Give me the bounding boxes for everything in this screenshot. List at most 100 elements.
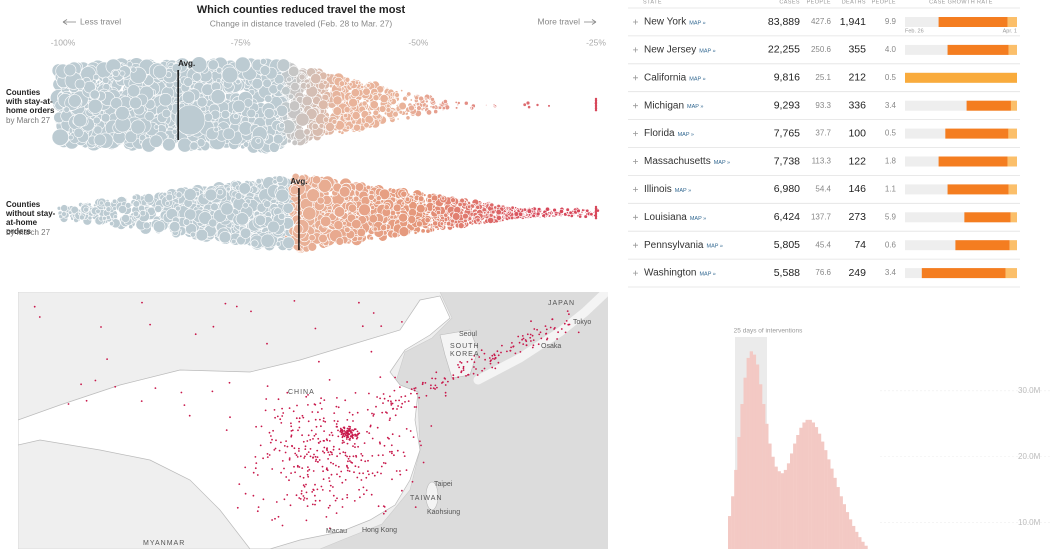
bubble bbox=[158, 92, 173, 107]
average-label: Avg. bbox=[178, 59, 195, 68]
growth-strip bbox=[1007, 156, 1017, 167]
map-link[interactable]: MAP » bbox=[699, 272, 715, 278]
flight-dot bbox=[346, 427, 349, 430]
bar bbox=[799, 427, 803, 549]
flight-dot bbox=[362, 486, 365, 489]
flight-dot bbox=[311, 411, 314, 413]
bar bbox=[833, 477, 837, 549]
flight-dot bbox=[410, 388, 413, 391]
bubble bbox=[303, 128, 311, 136]
bubble bbox=[162, 192, 167, 197]
bar bbox=[728, 516, 732, 549]
flight-dot bbox=[393, 454, 395, 457]
flight-dot bbox=[306, 470, 309, 472]
flight-dot bbox=[316, 456, 319, 458]
flight-dot bbox=[314, 403, 317, 406]
map-link[interactable]: MAP » bbox=[699, 48, 715, 54]
bubble bbox=[272, 133, 284, 145]
bubble bbox=[196, 204, 201, 209]
bubble bbox=[115, 105, 130, 121]
bubble bbox=[203, 112, 213, 122]
bubble bbox=[105, 215, 111, 221]
map-link[interactable]: MAP » bbox=[714, 160, 730, 166]
deaths-per-capita: 9.9 bbox=[885, 17, 897, 26]
flight-dot bbox=[457, 376, 460, 379]
map-link[interactable]: MAP » bbox=[687, 104, 703, 110]
flight-dot bbox=[414, 506, 417, 508]
flight-dot bbox=[194, 333, 197, 336]
flight-dot bbox=[352, 445, 354, 447]
state-name: Washington bbox=[644, 268, 696, 279]
bubble bbox=[568, 210, 573, 215]
map-link[interactable]: MAP » bbox=[678, 132, 694, 138]
flight-dot bbox=[332, 445, 335, 448]
bubble bbox=[398, 226, 410, 237]
bubble bbox=[369, 100, 379, 110]
flight-dot bbox=[141, 301, 143, 304]
map-link[interactable]: MAP » bbox=[706, 244, 722, 250]
bubble bbox=[489, 202, 495, 208]
flight-dot bbox=[332, 494, 335, 497]
flight-dot bbox=[568, 313, 570, 316]
flight-dot bbox=[299, 475, 302, 478]
flight-dot bbox=[289, 504, 292, 507]
flight-dot bbox=[364, 460, 367, 463]
bubble bbox=[426, 193, 433, 199]
column-header: DEATHS bbox=[842, 0, 866, 5]
flight-dot bbox=[327, 506, 330, 509]
flight-dot bbox=[376, 471, 379, 474]
deaths: 100 bbox=[848, 127, 866, 139]
flight-dot bbox=[333, 420, 336, 422]
bubble bbox=[510, 205, 515, 210]
map-link[interactable]: MAP » bbox=[689, 20, 705, 26]
bubble bbox=[190, 231, 197, 238]
bubble bbox=[432, 208, 436, 212]
flight-dot bbox=[411, 480, 414, 483]
bubble bbox=[332, 106, 342, 116]
map-link[interactable]: MAP » bbox=[675, 188, 691, 194]
flight-dot bbox=[298, 426, 301, 429]
flight-dot bbox=[568, 323, 571, 326]
map-link[interactable]: MAP » bbox=[689, 76, 705, 82]
bubble bbox=[492, 103, 496, 107]
flight-dot bbox=[305, 519, 308, 522]
bubble bbox=[105, 206, 112, 213]
bubble bbox=[594, 217, 598, 220]
flight-dot bbox=[413, 406, 416, 408]
bubble bbox=[318, 99, 329, 110]
flight-dot bbox=[557, 331, 559, 334]
bubble bbox=[149, 134, 163, 148]
flight-dot bbox=[266, 342, 268, 345]
bubble bbox=[301, 95, 313, 107]
flight-dot bbox=[281, 524, 284, 527]
bubble bbox=[263, 200, 271, 208]
flight-dot bbox=[338, 448, 341, 451]
flight-dot bbox=[256, 474, 259, 476]
flight-dot bbox=[320, 425, 322, 428]
flight-dot bbox=[371, 472, 374, 475]
flight-dot bbox=[325, 468, 328, 471]
cases-per-capita: 37.7 bbox=[815, 129, 831, 138]
map-link[interactable]: MAP » bbox=[690, 216, 706, 222]
flight-dot bbox=[357, 445, 359, 448]
flight-dot bbox=[308, 468, 311, 471]
flight-dot bbox=[283, 445, 286, 447]
flight-dot bbox=[577, 331, 580, 334]
flight-dot bbox=[315, 425, 318, 428]
flight-dot bbox=[341, 498, 344, 500]
flight-dot bbox=[307, 451, 310, 453]
flight-dot bbox=[329, 484, 332, 487]
flight-dot bbox=[290, 472, 292, 474]
cases-per-capita: 137.7 bbox=[811, 212, 832, 221]
flight-dot bbox=[401, 321, 403, 323]
flight-dot bbox=[343, 432, 346, 435]
flight-dot bbox=[314, 483, 316, 486]
bubble bbox=[153, 64, 168, 79]
flight-dot bbox=[351, 436, 354, 438]
flight-dot bbox=[434, 377, 437, 380]
y-tick-label: 10.0M bbox=[1018, 518, 1041, 527]
bubble bbox=[281, 86, 291, 96]
flight-dot bbox=[140, 400, 143, 402]
bubble bbox=[475, 204, 481, 210]
